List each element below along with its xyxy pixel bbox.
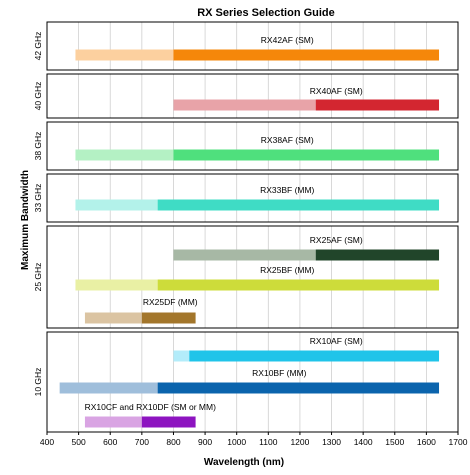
- bar-segment-light: [173, 350, 190, 362]
- bar-segment-dark: [157, 382, 440, 394]
- bar-label: RX10BF (MM): [252, 368, 306, 378]
- group-label: 33 GHz: [33, 184, 43, 213]
- group-frame: [46, 173, 459, 223]
- x-tick-label: 800: [166, 437, 180, 447]
- x-tick-label: 1300: [322, 437, 341, 447]
- group-frame: [46, 21, 459, 71]
- group-frame: [46, 121, 459, 171]
- x-tick-label: 1700: [449, 437, 468, 447]
- x-tick-label: 500: [72, 437, 86, 447]
- group-frame: [46, 73, 459, 119]
- bar-segment-light: [84, 416, 142, 428]
- x-tick-label: 900: [198, 437, 212, 447]
- group-frames: 42 GHz 40 GHz 38 GHz 33 GHz 25 GHz 10 GHz: [33, 21, 459, 433]
- x-tick-label: 600: [103, 437, 117, 447]
- group-label: 10 GHz: [33, 368, 43, 397]
- group-label: 40 GHz: [33, 82, 43, 111]
- bar-label: RX25DF (MM): [143, 297, 198, 307]
- x-tick-label: 1100: [259, 437, 278, 447]
- x-tick-label: 1200: [290, 437, 309, 447]
- bar-segment-light: [173, 249, 316, 261]
- bar-label: RX10CF and RX10DF (SM or MM): [85, 402, 216, 412]
- bar-segment-dark: [141, 416, 196, 428]
- bar-segment-light: [75, 149, 174, 161]
- bar-segment-dark: [157, 199, 440, 211]
- group-label: 38 GHz: [33, 132, 43, 161]
- bar-segment-light: [59, 382, 158, 394]
- bar-label: RX33BF (MM): [260, 185, 314, 195]
- bar-segment-light: [75, 49, 174, 61]
- bar-segment-dark: [157, 279, 440, 291]
- bar-label: RX10AF (SM): [310, 336, 363, 346]
- bar-segment-dark: [173, 149, 440, 161]
- group-label: 25 GHz: [33, 263, 43, 292]
- bar-label: RX25BF (MM): [260, 265, 314, 275]
- x-tick-label: 1400: [354, 437, 373, 447]
- bar-segment-dark: [141, 312, 196, 324]
- x-tick-label: 400: [40, 437, 54, 447]
- x-tick-label: 700: [135, 437, 149, 447]
- bars: RX42AF (SM) RX40AF (SM) RX38AF (SM) RX33BF …: [59, 35, 440, 428]
- bar-segment-dark: [315, 249, 440, 261]
- bar-segment-dark: [173, 49, 440, 61]
- x-tick-labels: 400 500 600 700 800 900 1000 1100 1200 1300 1400 15…: [40, 432, 468, 447]
- bar-segment-dark: [189, 350, 440, 362]
- chart-title: RX Series Selection Guide: [197, 7, 335, 19]
- bar-segment-light: [75, 199, 158, 211]
- group-label: 42 GHz: [33, 32, 43, 61]
- bar-segment-light: [84, 312, 142, 324]
- bar-label: RX25AF (SM): [310, 235, 363, 245]
- bar-label: RX42AF (SM): [261, 35, 314, 45]
- bar-segment-light: [173, 99, 316, 111]
- x-axis-label: Wavelength (nm): [204, 457, 284, 468]
- bar-label: RX38AF (SM): [261, 135, 314, 145]
- group-frame: [46, 331, 459, 433]
- x-tick-label: 1000: [227, 437, 246, 447]
- x-tick-label: 1500: [385, 437, 404, 447]
- gridlines: [78, 22, 427, 432]
- bar-segment-light: [75, 279, 158, 291]
- y-axis-label: Maximum Bandwidth: [20, 170, 31, 270]
- bar-segment-dark: [315, 99, 440, 111]
- group-frame: [46, 225, 459, 329]
- bar-label: RX40AF (SM): [310, 86, 363, 96]
- x-tick-label: 1600: [417, 437, 436, 447]
